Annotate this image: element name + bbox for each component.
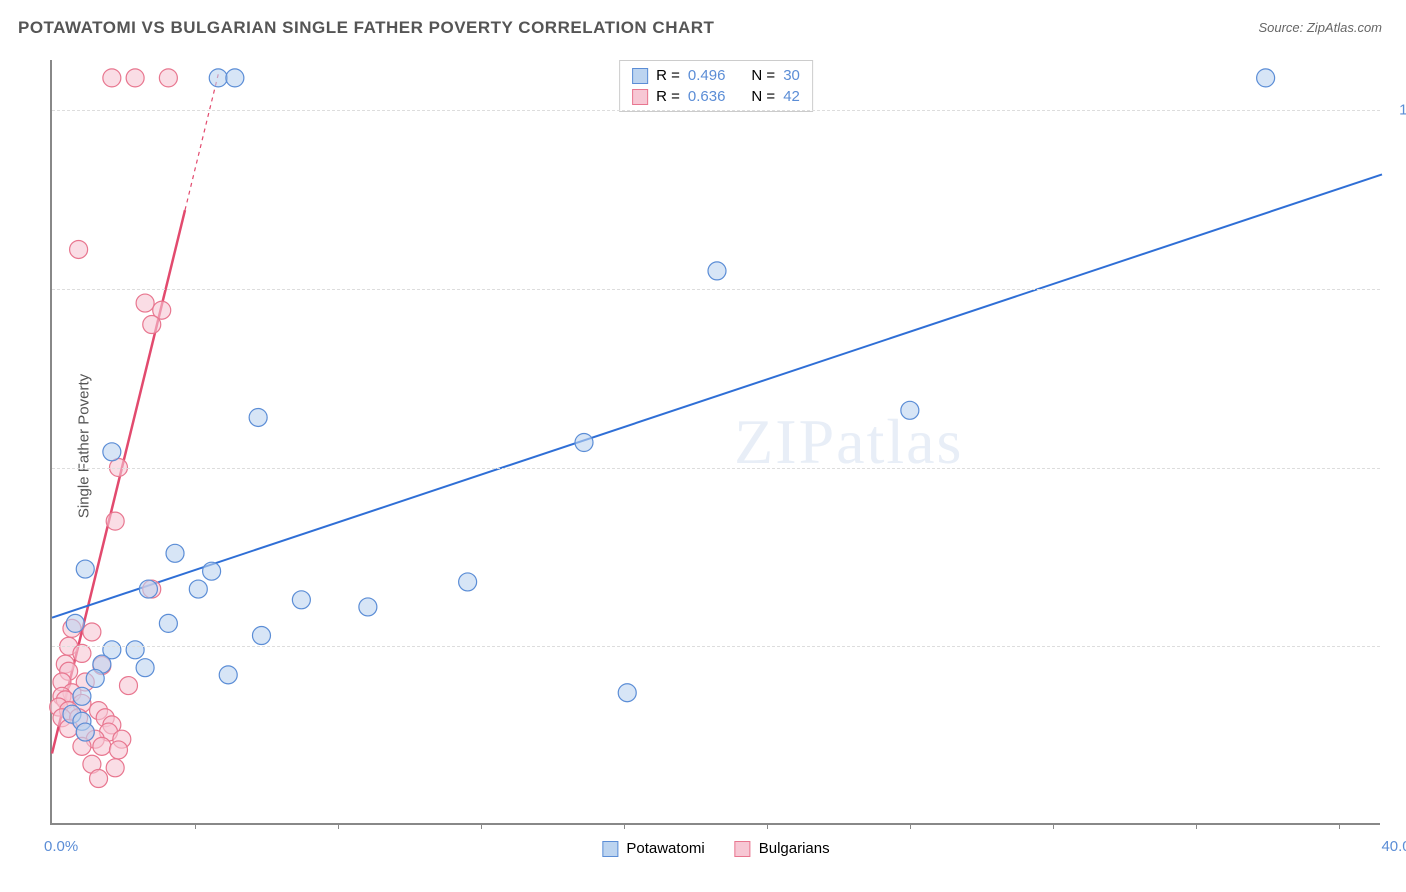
- y-tick-label: 100.0%: [1390, 102, 1406, 119]
- legend-series: Potawatomi Bulgarians: [602, 840, 829, 857]
- x-tick: [767, 823, 768, 829]
- x-max-label: 40.0%: [1381, 838, 1406, 855]
- chart-container: POTAWATOMI VS BULGARIAN SINGLE FATHER PO…: [0, 0, 1406, 892]
- legend-item-potawatomi: Potawatomi: [602, 840, 704, 857]
- x-min-label: 0.0%: [44, 838, 78, 855]
- x-tick: [910, 823, 911, 829]
- x-tick: [1196, 823, 1197, 829]
- x-tick: [1053, 823, 1054, 829]
- y-tick-label: 75.0%: [1390, 280, 1406, 297]
- legend-label-bulgarians: Bulgarians: [759, 840, 830, 857]
- x-tick: [481, 823, 482, 829]
- chart-title: POTAWATOMI VS BULGARIAN SINGLE FATHER PO…: [18, 18, 714, 38]
- y-tick-label: 50.0%: [1390, 459, 1406, 476]
- gridline-h: [52, 110, 1380, 111]
- legend-swatch-potawatomi: [602, 841, 618, 857]
- gridline-h: [52, 289, 1380, 290]
- gridline-h: [52, 646, 1380, 647]
- x-tick: [195, 823, 196, 829]
- x-tick: [624, 823, 625, 829]
- legend-item-bulgarians: Bulgarians: [735, 840, 830, 857]
- y-tick-label: 25.0%: [1390, 638, 1406, 655]
- plot-svg: [52, 60, 1380, 823]
- source-label: Source: ZipAtlas.com: [1258, 20, 1382, 35]
- x-tick: [338, 823, 339, 829]
- legend-swatch-bulgarians: [735, 841, 751, 857]
- x-tick: [1339, 823, 1340, 829]
- plot-area: ZIPatlas R = 0.496 N = 30 R = 0.636 N = …: [50, 60, 1380, 825]
- gridline-h: [52, 468, 1380, 469]
- legend-label-potawatomi: Potawatomi: [626, 840, 704, 857]
